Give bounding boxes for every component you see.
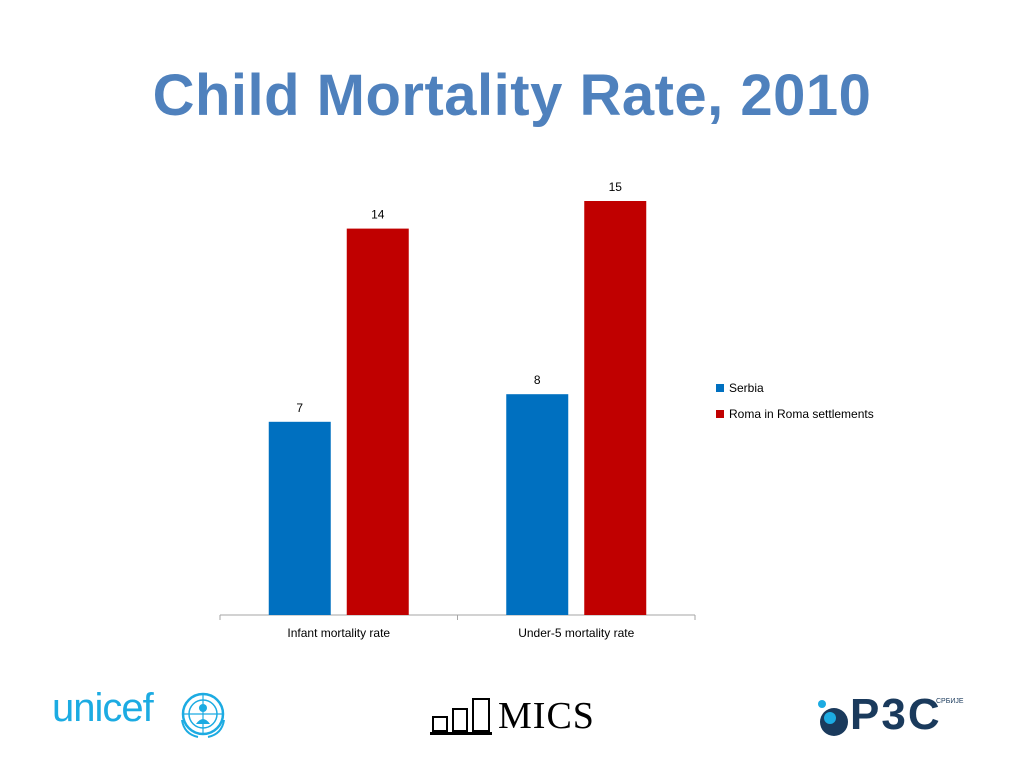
bar-roma-in-roma-settlements-1: [346, 228, 409, 615]
mics-wordmark: MICS: [498, 695, 595, 737]
legend-label: Roma in Roma settlements: [729, 407, 874, 421]
legend-label: Serbia: [729, 381, 764, 395]
category-label: Under-5 mortality rate: [518, 626, 634, 640]
data-label: 15: [609, 180, 623, 194]
data-label: 14: [371, 208, 385, 222]
bar-serbia-1: [268, 421, 331, 615]
bar-serbia-2: [506, 394, 569, 615]
chart-legend: Serbia Roma in Roma settlements: [716, 381, 874, 421]
data-label: 8: [534, 373, 541, 387]
legend-swatch: [716, 384, 724, 392]
category-label: Infant mortality rate: [287, 626, 390, 640]
plot-area: 7 14 Infant mortality rate 8 15 Under-5 morta…: [219, 180, 696, 640]
mics-logo: MICS: [430, 695, 600, 740]
rzs-wordmark: P3C: [850, 690, 942, 739]
un-emblem-icon: [181, 692, 225, 738]
slide-title: Child Mortality Rate, 2010: [152, 63, 872, 128]
unicef-logo: unicef: [52, 686, 232, 740]
legend-swatch: [716, 410, 724, 418]
bar-roma-in-roma-settlements-2: [584, 201, 647, 615]
unicef-wordmark: unicef: [52, 686, 154, 730]
bar-steps-icon: [430, 698, 492, 735]
rzs-logo: P3C СРБИЈЕ: [812, 690, 972, 742]
bar-chart: 7 14 Infant mortality rate 8 15 Under-5 morta…: [219, 180, 874, 640]
bubble-icon: [818, 700, 848, 736]
data-label: 7: [296, 401, 303, 415]
rzs-subtext: СРБИЈЕ: [936, 698, 964, 705]
